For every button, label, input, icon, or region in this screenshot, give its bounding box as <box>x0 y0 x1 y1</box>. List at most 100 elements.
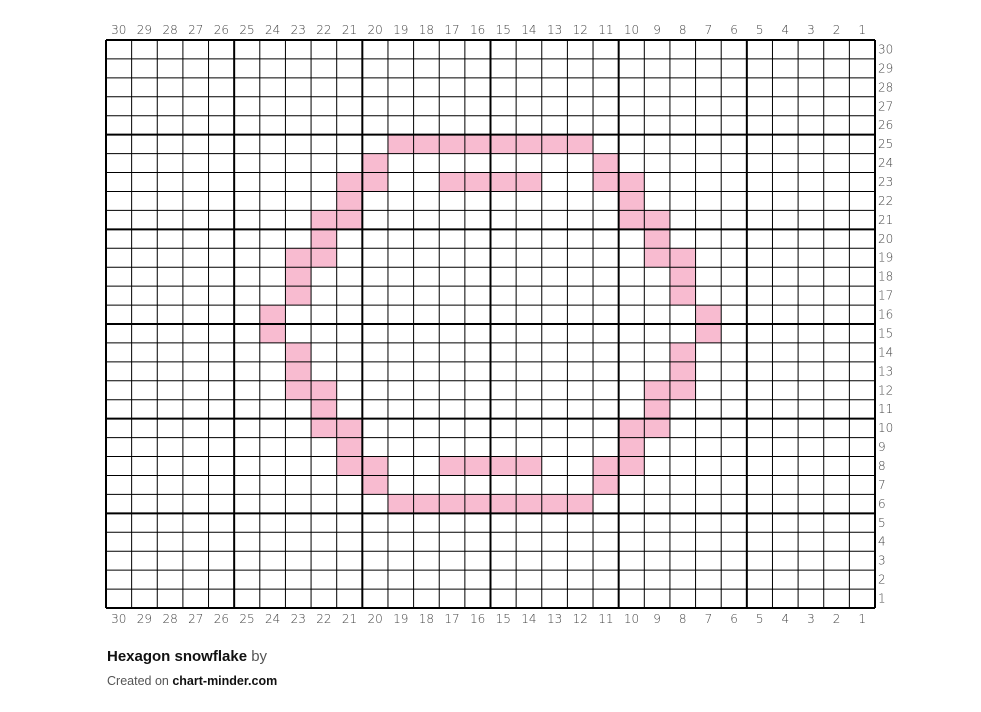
row-number: 20 <box>878 232 893 246</box>
row-number: 9 <box>878 440 886 454</box>
column-number-bottom: 5 <box>756 612 764 626</box>
column-number-bottom: 12 <box>573 612 588 626</box>
column-number-top: 3 <box>807 23 815 37</box>
stitch-cell-r21-c22 <box>311 210 337 230</box>
column-number-top: 9 <box>653 23 661 37</box>
stitch-cell-r23-c10 <box>618 172 645 192</box>
stitch-cell-r25-c13 <box>541 134 568 154</box>
stitch-cell-r24-c20 <box>362 153 388 173</box>
column-number-bottom: 11 <box>598 612 613 626</box>
stitch-cell-r15-c7 <box>695 324 722 343</box>
stitch-cell-r19-c22 <box>311 248 337 268</box>
row-number: 15 <box>878 326 893 340</box>
column-number-top: 10 <box>624 23 639 37</box>
stitch-cell-r19-c9 <box>644 248 670 268</box>
stitch-cell-r6-c16 <box>464 494 491 514</box>
stitch-cell-r8-c21 <box>336 456 363 476</box>
stitch-cell-r23-c16 <box>464 172 491 192</box>
row-number: 4 <box>878 535 886 549</box>
column-number-bottom: 14 <box>521 612 536 626</box>
column-number-top: 25 <box>239 23 254 37</box>
row-number: 26 <box>878 118 893 132</box>
column-number-bottom: 2 <box>833 612 841 626</box>
column-number-bottom: 16 <box>470 612 485 626</box>
column-number-bottom: 7 <box>705 612 713 626</box>
stitch-cell-r18-c8 <box>669 267 696 287</box>
stitch-cell-r10-c9 <box>644 418 670 438</box>
stitch-cell-r8-c16 <box>464 456 491 476</box>
stitch-cell-r25-c16 <box>464 134 491 154</box>
row-number: 5 <box>878 516 886 530</box>
row-number: 24 <box>878 156 893 170</box>
stitch-cell-r8-c17 <box>439 456 465 476</box>
stitch-cell-r17-c23 <box>285 286 312 306</box>
column-number-bottom: 6 <box>730 612 738 626</box>
column-number-bottom: 19 <box>393 612 408 626</box>
column-number-top: 23 <box>291 23 306 37</box>
stitch-cell-r9-c21 <box>336 437 363 457</box>
stitch-cell-r13-c23 <box>285 361 312 381</box>
stitch-cell-r25-c18 <box>413 134 440 154</box>
column-number-top: 16 <box>470 23 485 37</box>
column-number-top: 12 <box>573 23 588 37</box>
column-number-top: 19 <box>393 23 408 37</box>
row-number: 27 <box>878 99 893 113</box>
column-number-top: 28 <box>162 23 177 37</box>
column-number-top: 18 <box>419 23 434 37</box>
stitch-cell-r17-c8 <box>669 286 696 306</box>
column-number-top: 30 <box>111 23 126 37</box>
column-number-bottom: 27 <box>188 612 203 626</box>
stitch-cell-r7-c11 <box>593 475 619 495</box>
column-number-bottom: 8 <box>679 612 687 626</box>
stitch-cell-r21-c21 <box>336 210 363 230</box>
row-number: 7 <box>878 478 886 492</box>
stitch-cell-r22-c21 <box>336 191 363 211</box>
row-number: 17 <box>878 289 893 303</box>
column-number-bottom: 23 <box>291 612 306 626</box>
credit-line: Created on chart-minder.com <box>107 674 277 688</box>
column-number-bottom: 9 <box>653 612 661 626</box>
column-number-bottom: 4 <box>781 612 789 626</box>
stitch-cell-r14-c23 <box>285 342 312 362</box>
site-link[interactable]: chart-minder.com <box>172 674 278 688</box>
row-number: 28 <box>878 80 893 94</box>
stitch-cell-r19-c23 <box>285 248 312 268</box>
column-number-top: 20 <box>368 23 383 37</box>
column-number-bottom: 10 <box>624 612 639 626</box>
stitch-cell-r12-c22 <box>311 380 337 400</box>
pattern-name: Hexagon snowflake <box>107 648 248 665</box>
stitch-cell-r10-c10 <box>618 418 645 438</box>
stitch-cell-r23-c11 <box>593 172 619 192</box>
row-number: 25 <box>878 137 893 151</box>
stitch-cell-r23-c15 <box>490 172 517 192</box>
column-number-bottom: 21 <box>342 612 357 626</box>
row-number: 30 <box>878 42 893 56</box>
column-number-top: 1 <box>858 23 866 37</box>
row-number: 16 <box>878 308 893 322</box>
row-number: 14 <box>878 345 893 359</box>
row-number: 10 <box>878 421 893 435</box>
stitch-cell-r11-c22 <box>311 399 337 419</box>
stitch-cell-r8-c11 <box>593 456 619 476</box>
row-number: 13 <box>878 364 893 378</box>
stitch-cell-r24-c11 <box>593 153 619 173</box>
author-label: by <box>251 648 268 665</box>
stitch-cell-r19-c8 <box>669 248 696 268</box>
chart-title: Hexagon snowflake by <box>107 648 267 665</box>
stitch-cell-r16-c7 <box>695 305 722 324</box>
stitch-cell-r6-c13 <box>541 494 568 514</box>
stitch-cell-r16-c24 <box>259 305 286 324</box>
stitch-cell-r6-c19 <box>387 494 414 514</box>
row-number: 21 <box>878 213 893 227</box>
column-number-top: 2 <box>833 23 841 37</box>
stitch-cell-r23-c20 <box>362 172 388 192</box>
row-number: 8 <box>878 459 886 473</box>
row-number: 2 <box>878 573 886 587</box>
stitch-cell-r12-c8 <box>669 380 696 400</box>
column-number-bottom: 18 <box>419 612 434 626</box>
stitch-cell-r21-c10 <box>618 210 645 230</box>
stitch-cell-r13-c8 <box>669 361 696 381</box>
stitch-cell-r20-c22 <box>311 229 337 249</box>
stitch-cell-r25-c15 <box>490 134 517 154</box>
stitch-cell-r8-c15 <box>490 456 517 476</box>
